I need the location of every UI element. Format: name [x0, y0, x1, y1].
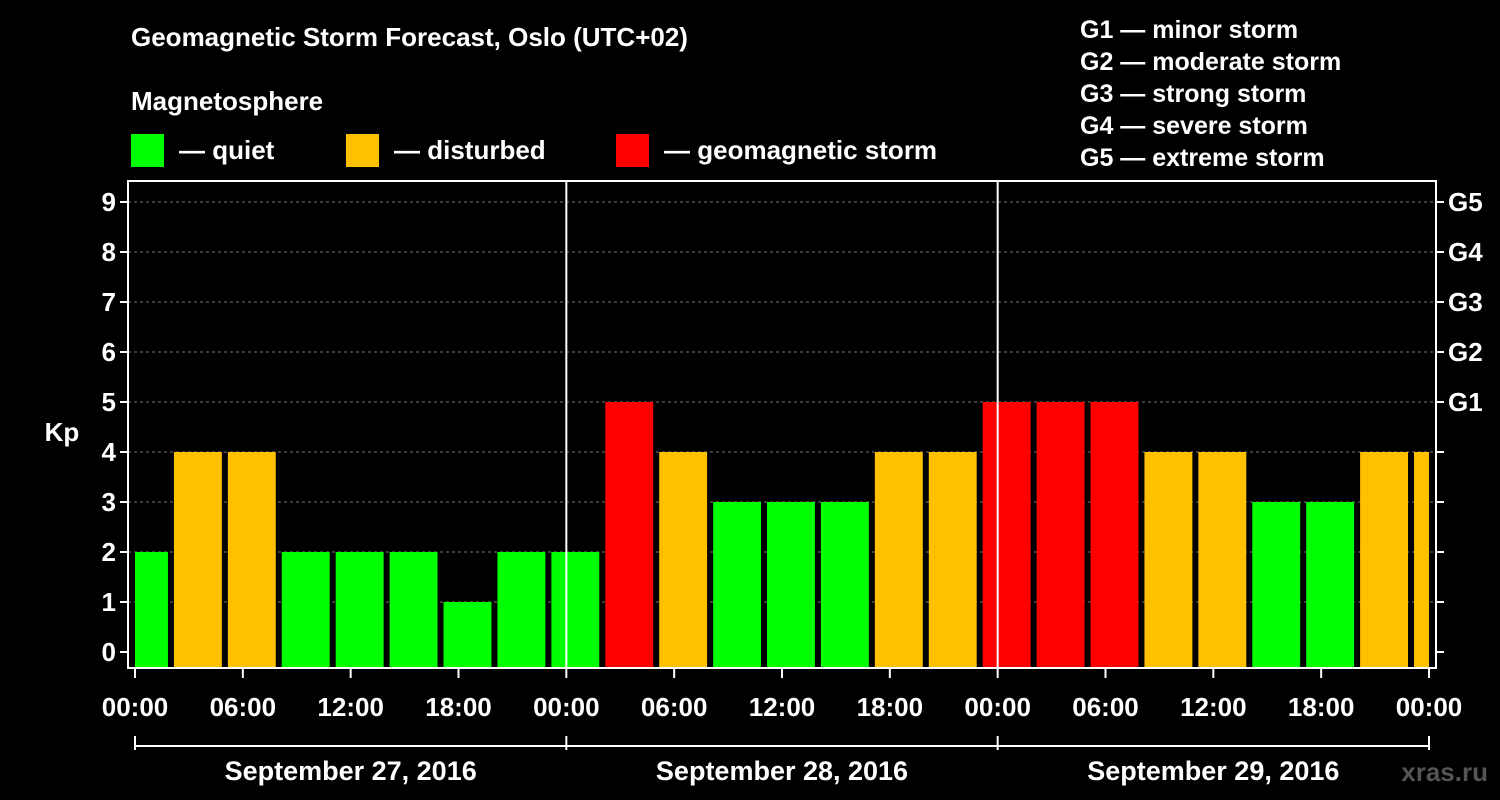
x-tick-label: 06:00	[210, 692, 277, 722]
storm-level-g5: G5 — extreme storm	[1080, 144, 1325, 172]
bar-24	[1414, 452, 1429, 668]
g-tick-label: G1	[1448, 387, 1483, 417]
watermark: xras.ru	[1401, 757, 1488, 787]
bar-13	[820, 502, 869, 668]
bar-17	[1036, 402, 1085, 668]
bar-6	[443, 602, 492, 668]
y-tick-label: 2	[102, 537, 116, 567]
storm-level-g4: G4 — severe storm	[1080, 112, 1308, 140]
x-tick-label: 00:00	[102, 692, 169, 722]
bar-16	[982, 402, 1031, 668]
legend-label-storm: — geomagnetic storm	[664, 134, 938, 165]
x-tick-label: 12:00	[749, 692, 816, 722]
legend-heading: Magnetosphere	[131, 86, 324, 116]
legend-swatch-storm	[616, 133, 649, 167]
y-tick-label: 3	[102, 487, 116, 517]
bar-22	[1306, 502, 1355, 668]
y-tick-label: 1	[102, 587, 116, 617]
storm-level-list: G1 — minor storm G2 — moderate storm G3 …	[1080, 14, 1341, 174]
g-tick-label: G3	[1448, 287, 1483, 317]
x-tick-label: 00:00	[533, 692, 600, 722]
x-tick-label: 12:00	[1180, 692, 1247, 722]
x-tick-label: 00:00	[964, 692, 1031, 722]
g-tick-label: G5	[1448, 187, 1483, 217]
legend-item-storm: — geomagnetic storm	[616, 133, 937, 167]
bar-19	[1144, 452, 1193, 668]
chart-title: Geomagnetic Storm Forecast, Oslo (UTC+02…	[131, 22, 688, 52]
y-tick-label: 8	[102, 237, 116, 267]
legend-item-disturbed: — disturbed	[346, 133, 546, 167]
storm-level-g2: G2 — moderate storm	[1080, 48, 1342, 76]
x-tick-label: 06:00	[641, 692, 708, 722]
legend-item-quiet: — quiet	[131, 133, 274, 167]
y-tick-label: 6	[102, 337, 116, 367]
bar-12	[767, 502, 815, 668]
x-tick-label: 18:00	[857, 692, 924, 722]
bar-8	[551, 552, 600, 668]
day-label-0: September 27, 2016	[225, 756, 477, 786]
storm-level-g3: G3 — strong storm	[1080, 80, 1307, 108]
y-axis-label: Kp	[45, 417, 80, 447]
bar-1	[173, 452, 222, 668]
bar-20	[1198, 452, 1247, 668]
bar-11	[713, 502, 762, 668]
legend-swatch-disturbed	[346, 133, 379, 167]
x-tick-label: 06:00	[1072, 692, 1139, 722]
y-tick-label: 0	[102, 637, 116, 667]
legend-swatch-quiet	[131, 133, 164, 167]
x-tick-label: 18:00	[425, 692, 492, 722]
bar-7	[497, 552, 546, 668]
x-tick-label: 18:00	[1288, 692, 1355, 722]
x-tick-label: 00:00	[1396, 692, 1463, 722]
bar-9	[605, 402, 654, 668]
bar-15	[928, 452, 977, 668]
day-label-1: September 28, 2016	[656, 756, 908, 786]
y-tick-label: 7	[102, 287, 116, 317]
bar-14	[874, 452, 923, 668]
y-tick-label: 5	[102, 387, 116, 417]
bar-18	[1090, 402, 1139, 668]
x-tick-label: 12:00	[317, 692, 384, 722]
storm-level-g1: G1 — minor storm	[1080, 16, 1299, 44]
bar-23	[1360, 452, 1409, 668]
bar-4	[335, 552, 384, 668]
day-label-2: September 29, 2016	[1087, 756, 1339, 786]
y-tick-label: 9	[102, 187, 116, 217]
bar-21	[1252, 502, 1301, 668]
legend-label-quiet: — quiet	[179, 134, 275, 165]
legend-label-disturbed: — disturbed	[394, 134, 546, 165]
bar-3	[281, 552, 330, 668]
bar-2	[227, 452, 276, 668]
bar-10	[659, 452, 708, 668]
bar-5	[389, 552, 438, 668]
bar-0	[135, 552, 168, 668]
g-tick-label: G4	[1448, 237, 1483, 267]
y-tick-label: 4	[102, 437, 117, 467]
g-tick-label: G2	[1448, 337, 1483, 367]
